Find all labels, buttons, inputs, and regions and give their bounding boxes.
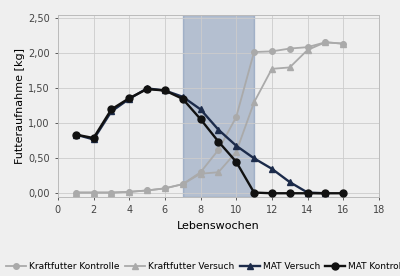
Kraftfutter Kontrolle [252, 51, 256, 54]
Kraftfutter Kontrolle [216, 148, 221, 152]
MAT Versuch [162, 89, 167, 92]
MAT Kontrolle [323, 192, 328, 195]
MAT Kontrolle [252, 191, 256, 194]
MAT Versuch [127, 97, 132, 100]
Line: Kraftfutter Versuch: Kraftfutter Versuch [72, 39, 346, 196]
Line: MAT Versuch: MAT Versuch [72, 85, 329, 197]
Kraftfutter Kontrolle [287, 47, 292, 50]
MAT Versuch [180, 95, 185, 99]
Kraftfutter Kontrolle [341, 42, 346, 45]
MAT Kontrolle [73, 133, 78, 136]
Kraftfutter Versuch [109, 191, 114, 194]
MAT Kontrolle [270, 192, 274, 195]
MAT Kontrolle [287, 192, 292, 195]
Kraftfutter Kontrolle [180, 182, 185, 186]
Kraftfutter Kontrolle [270, 50, 274, 53]
Kraftfutter Versuch [323, 41, 328, 44]
Kraftfutter Kontrolle [109, 191, 114, 194]
Kraftfutter Kontrolle [305, 46, 310, 49]
MAT Versuch [323, 192, 328, 195]
MAT Kontrolle [305, 192, 310, 195]
MAT Versuch [252, 157, 256, 160]
Kraftfutter Versuch [162, 187, 167, 190]
MAT Versuch [73, 133, 78, 136]
MAT Versuch [270, 167, 274, 171]
Kraftfutter Kontrolle [234, 115, 239, 119]
Kraftfutter Versuch [91, 191, 96, 194]
Kraftfutter Versuch [270, 67, 274, 70]
Kraftfutter Versuch [305, 48, 310, 52]
Kraftfutter Versuch [341, 42, 346, 45]
Kraftfutter Versuch [234, 150, 239, 154]
MAT Kontrolle [91, 136, 96, 140]
Kraftfutter Versuch [216, 171, 221, 174]
Kraftfutter Versuch [73, 191, 78, 194]
MAT Kontrolle [145, 87, 150, 91]
Kraftfutter Kontrolle [198, 171, 203, 174]
Kraftfutter Kontrolle [73, 191, 78, 194]
MAT Versuch [287, 181, 292, 184]
MAT Kontrolle [216, 140, 221, 143]
MAT Kontrolle [109, 108, 114, 111]
Kraftfutter Versuch [145, 189, 150, 192]
MAT Kontrolle [180, 97, 185, 100]
MAT Kontrolle [234, 160, 239, 163]
MAT Kontrolle [341, 192, 346, 195]
Kraftfutter Versuch [180, 182, 185, 186]
Kraftfutter Versuch [287, 66, 292, 69]
MAT Versuch [234, 144, 239, 147]
Kraftfutter Versuch [252, 101, 256, 104]
MAT Kontrolle [127, 97, 132, 100]
MAT Versuch [91, 138, 96, 141]
MAT Versuch [305, 191, 310, 194]
Kraftfutter Kontrolle [91, 191, 96, 194]
MAT Versuch [216, 128, 221, 131]
Line: Kraftfutter Kontrolle: Kraftfutter Kontrolle [73, 39, 346, 195]
Legend: Kraftfutter Kontrolle, Kraftfutter Versuch, MAT Versuch, MAT Kontrolle: Kraftfutter Kontrolle, Kraftfutter Versu… [4, 260, 400, 273]
Kraftfutter Kontrolle [162, 187, 167, 190]
Y-axis label: Futteraufnahme [kg]: Futteraufnahme [kg] [15, 48, 25, 164]
MAT Kontrolle [162, 89, 167, 92]
MAT Versuch [145, 87, 150, 90]
X-axis label: Lebenswochen: Lebenswochen [177, 221, 260, 231]
Kraftfutter Kontrolle [145, 189, 150, 192]
MAT Versuch [198, 108, 203, 111]
Kraftfutter Versuch [198, 172, 203, 175]
MAT Versuch [109, 110, 114, 113]
Kraftfutter Kontrolle [323, 41, 328, 44]
Kraftfutter Kontrolle [127, 190, 132, 193]
Bar [183, 15, 254, 197]
Line: MAT Kontrolle: MAT Kontrolle [72, 86, 347, 197]
MAT Kontrolle [198, 118, 203, 121]
Kraftfutter Versuch [127, 190, 132, 193]
